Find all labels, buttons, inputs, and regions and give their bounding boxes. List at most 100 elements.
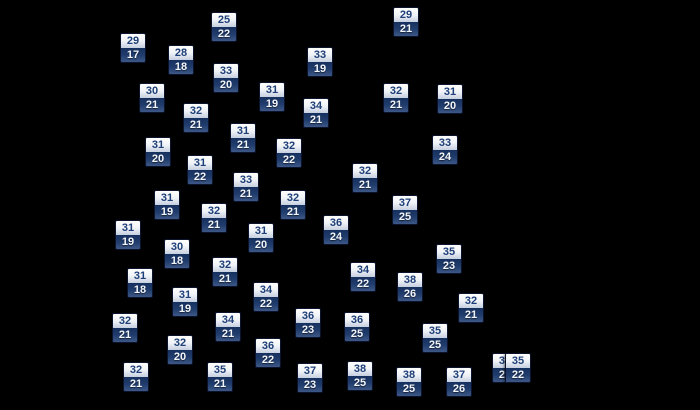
high-temp: 38: [397, 368, 421, 382]
temp-marker[interactable]: 31 21: [230, 123, 256, 153]
temp-marker[interactable]: 32 21: [383, 83, 409, 113]
temp-marker[interactable]: 31 20: [437, 84, 463, 114]
temp-marker[interactable]: 37 23: [297, 363, 323, 393]
temp-marker[interactable]: 25 22: [211, 12, 237, 42]
high-temp: 37: [393, 196, 417, 210]
temp-marker[interactable]: 34 21: [303, 98, 329, 128]
temp-marker[interactable]: 34 21: [215, 312, 241, 342]
low-temp: 20: [249, 238, 273, 252]
temp-marker[interactable]: 35 21: [207, 362, 233, 392]
temp-marker[interactable]: 32 21: [458, 293, 484, 323]
high-temp: 31: [260, 83, 284, 97]
temp-marker[interactable]: 35 23: [436, 244, 462, 274]
low-temp: 20: [214, 78, 238, 92]
low-temp: 19: [260, 97, 284, 111]
low-temp: 21: [353, 178, 377, 192]
temp-marker[interactable]: 32 21: [280, 190, 306, 220]
temp-marker[interactable]: 32 21: [112, 313, 138, 343]
low-temp: 17: [121, 48, 145, 62]
high-temp: 29: [121, 34, 145, 48]
temp-marker[interactable]: 33 24: [432, 135, 458, 165]
low-temp: 22: [254, 297, 278, 311]
high-temp: 32: [384, 84, 408, 98]
high-temp: 38: [398, 273, 422, 287]
temp-marker[interactable]: 34 22: [253, 282, 279, 312]
temp-marker[interactable]: 37 25: [392, 195, 418, 225]
temp-marker[interactable]: 31 19: [172, 287, 198, 317]
low-temp: 25: [345, 327, 369, 341]
low-temp: 21: [140, 98, 164, 112]
high-temp: 32: [124, 363, 148, 377]
temp-marker[interactable]: 36 22: [255, 338, 281, 368]
temp-marker[interactable]: 34 22: [350, 262, 376, 292]
high-temp: 35: [208, 363, 232, 377]
temp-marker[interactable]: 32 22: [276, 138, 302, 168]
low-temp: 21: [281, 205, 305, 219]
temp-marker[interactable]: 36 23: [295, 308, 321, 338]
temp-marker[interactable]: 37 26: [446, 367, 472, 397]
temp-marker[interactable]: 32 21: [212, 257, 238, 287]
temp-marker[interactable]: 33 21: [233, 172, 259, 202]
high-temp: 32: [277, 139, 301, 153]
high-temp: 25: [212, 13, 236, 27]
temp-marker[interactable]: 32 21: [123, 362, 149, 392]
low-temp: 20: [146, 152, 170, 166]
high-temp: 36: [324, 216, 348, 230]
high-temp: 31: [249, 224, 273, 238]
temp-marker[interactable]: 30 21: [139, 83, 165, 113]
low-temp: 21: [459, 308, 483, 322]
temp-marker[interactable]: 30 18: [164, 239, 190, 269]
high-temp: 34: [304, 99, 328, 113]
high-temp: 28: [169, 46, 193, 60]
temp-marker[interactable]: 29 17: [120, 33, 146, 63]
temp-marker[interactable]: 32 21: [183, 103, 209, 133]
temp-marker[interactable]: 31 19: [154, 190, 180, 220]
temp-marker[interactable]: 32 20: [167, 335, 193, 365]
low-temp: 26: [398, 287, 422, 301]
high-temp: 31: [146, 138, 170, 152]
low-temp: 21: [124, 377, 148, 391]
high-temp: 32: [459, 294, 483, 308]
temp-marker[interactable]: 35 25: [422, 323, 448, 353]
temp-marker[interactable]: 31 18: [127, 268, 153, 298]
temp-marker[interactable]: 38 25: [347, 361, 373, 391]
temp-marker[interactable]: 38 25: [396, 367, 422, 397]
temp-marker[interactable]: 36 24: [323, 215, 349, 245]
low-temp: 25: [397, 382, 421, 396]
high-temp: 31: [438, 85, 462, 99]
low-temp: 18: [128, 283, 152, 297]
high-temp: 31: [128, 269, 152, 283]
high-temp: 31: [155, 191, 179, 205]
low-temp: 22: [506, 368, 530, 382]
high-temp: 37: [298, 364, 322, 378]
temp-marker[interactable]: 32 21: [352, 163, 378, 193]
temp-marker[interactable]: 32 21: [201, 203, 227, 233]
temp-marker[interactable]: 38 26: [397, 272, 423, 302]
low-temp: 22: [256, 353, 280, 367]
low-temp: 21: [384, 98, 408, 112]
low-temp: 21: [304, 113, 328, 127]
temp-marker[interactable]: 29 21: [393, 7, 419, 37]
temp-marker[interactable]: 35 22: [505, 353, 531, 383]
low-temp: 24: [433, 150, 457, 164]
low-temp: 23: [298, 378, 322, 392]
temp-marker[interactable]: 31 19: [259, 82, 285, 112]
temp-marker[interactable]: 28 18: [168, 45, 194, 75]
low-temp: 22: [188, 170, 212, 184]
low-temp: 25: [348, 376, 372, 390]
temp-marker[interactable]: 31 20: [145, 137, 171, 167]
high-temp: 36: [296, 309, 320, 323]
high-temp: 32: [184, 104, 208, 118]
temp-marker[interactable]: 31 20: [248, 223, 274, 253]
high-temp: 32: [202, 204, 226, 218]
low-temp: 22: [212, 27, 236, 41]
temp-marker[interactable]: 33 19: [307, 47, 333, 77]
high-temp: 29: [394, 8, 418, 22]
temp-marker[interactable]: 31 22: [187, 155, 213, 185]
temp-marker[interactable]: 36 25: [344, 312, 370, 342]
temp-marker[interactable]: 33 20: [213, 63, 239, 93]
temp-marker[interactable]: 31 19: [115, 220, 141, 250]
high-temp: 34: [351, 263, 375, 277]
high-temp: 35: [423, 324, 447, 338]
